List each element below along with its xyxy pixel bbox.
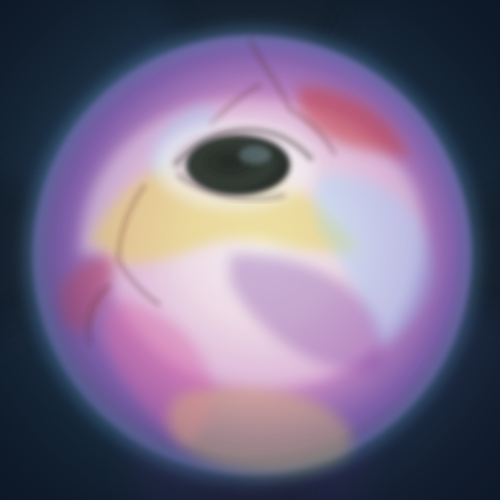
photo-frame xyxy=(0,0,500,500)
vignette xyxy=(0,0,500,500)
photo-canvas xyxy=(0,0,500,500)
